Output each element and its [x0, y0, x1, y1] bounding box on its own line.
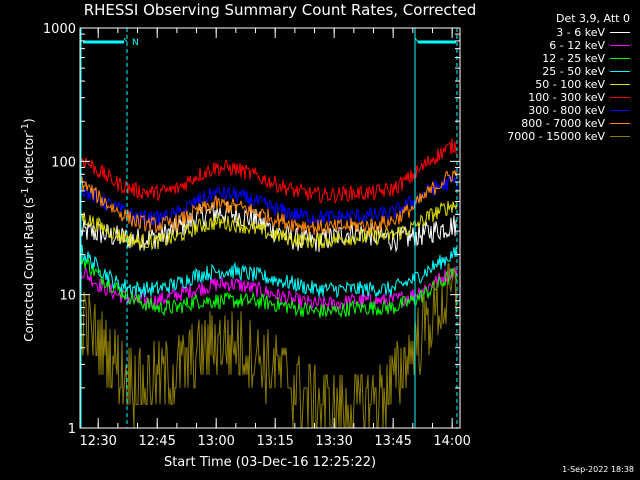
legend-swatch: [610, 136, 630, 137]
series-line-100-300-kev: [80, 138, 458, 204]
legend-rows: 3 - 6 keV 6 - 12 keV 12 - 25 keV 25 - 50 ke…: [470, 26, 632, 143]
legend-entry-label: 12 - 25 keV: [542, 52, 605, 65]
saa-bar-left-tick: [123, 37, 128, 43]
saa-bar-right-tick: [414, 37, 419, 43]
y-axis-label: Corrected Count Rate (s-1 detector-1): [20, 118, 36, 341]
night-flag-label: N: [132, 38, 139, 48]
series-line-800-7000-kev: [80, 168, 458, 235]
legend-swatch: [610, 84, 630, 85]
y-tick-label: 100: [51, 155, 76, 170]
legend-entry-label: 7000 - 15000 keV: [507, 130, 605, 143]
y-axis-label-main: Corrected Count Rate (s: [22, 197, 36, 342]
legend-swatch: [610, 71, 630, 72]
legend-swatch: [610, 45, 630, 46]
series-line-50-100-kev: [80, 200, 458, 251]
series-line-7000-15000-kev: [80, 263, 458, 429]
y-tick-label: 1: [68, 422, 76, 437]
legend-entry-label: 50 - 100 keV: [535, 78, 605, 91]
legend-entry: 7000 - 15000 keV: [470, 130, 632, 143]
legend-entry-label: 100 - 300 keV: [528, 91, 605, 104]
x-tick-label: 12:30: [79, 434, 116, 449]
x-tick-label: 13:15: [256, 434, 293, 449]
legend-header: Det 3,9, Att 0: [556, 12, 630, 25]
generated-timestamp: 1-Sep-2022 18:38: [562, 465, 634, 474]
x-tick-label: 13:45: [374, 434, 411, 449]
series-line-6-12-kev: [80, 266, 458, 312]
y-axis-label-exponent-2: -1: [20, 122, 31, 133]
legend-entry: 800 - 7000 keV: [470, 117, 632, 130]
y-axis-label-end: ): [22, 118, 36, 123]
series-line-25-50-kev: [80, 244, 458, 299]
x-tick-label: 14:00: [433, 434, 470, 449]
y-tick-label: 10: [59, 289, 76, 304]
x-axis-label: Start Time (03-Dec-16 12:25:22): [163, 455, 377, 470]
y-axis-label-exponent: -1: [20, 187, 31, 198]
legend: Det 3,9, Att 0 3 - 6 keV 6 - 12 keV 12 - 2…: [470, 12, 632, 143]
legend-swatch: [610, 32, 630, 33]
legend-swatch: [610, 58, 630, 59]
chart-title: RHESSI Observing Summary Count Rates, Co…: [83, 1, 477, 19]
legend-swatch: [610, 110, 630, 111]
x-tick-label: 13:30: [315, 434, 352, 449]
legend-entry: 25 - 50 keV: [470, 65, 632, 78]
legend-entry: 3 - 6 keV: [470, 26, 632, 39]
legend-entry-label: 3 - 6 keV: [556, 26, 605, 39]
legend-entry-label: 300 - 800 keV: [528, 104, 605, 117]
x-tick-label: 13:00: [197, 434, 234, 449]
legend-swatch: [610, 97, 630, 98]
legend-entry: 50 - 100 keV: [470, 78, 632, 91]
legend-entry: 6 - 12 keV: [470, 39, 632, 52]
x-tick-label: 12:45: [138, 434, 175, 449]
series-line-12-25-kev: [80, 250, 458, 319]
y-tick-label: 1000: [43, 22, 76, 37]
legend-entry-label: 25 - 50 keV: [542, 65, 605, 78]
legend-swatch: [610, 123, 630, 124]
legend-entry-label: 6 - 12 keV: [549, 39, 605, 52]
y-axis-label-middle: detector: [22, 132, 36, 188]
legend-entry: 12 - 25 keV: [470, 52, 632, 65]
legend-entry: 300 - 800 keV: [470, 104, 632, 117]
legend-entry: 100 - 300 keV: [470, 91, 632, 104]
plot-frame: [79, 27, 461, 429]
legend-entry-label: 800 - 7000 keV: [521, 117, 605, 130]
